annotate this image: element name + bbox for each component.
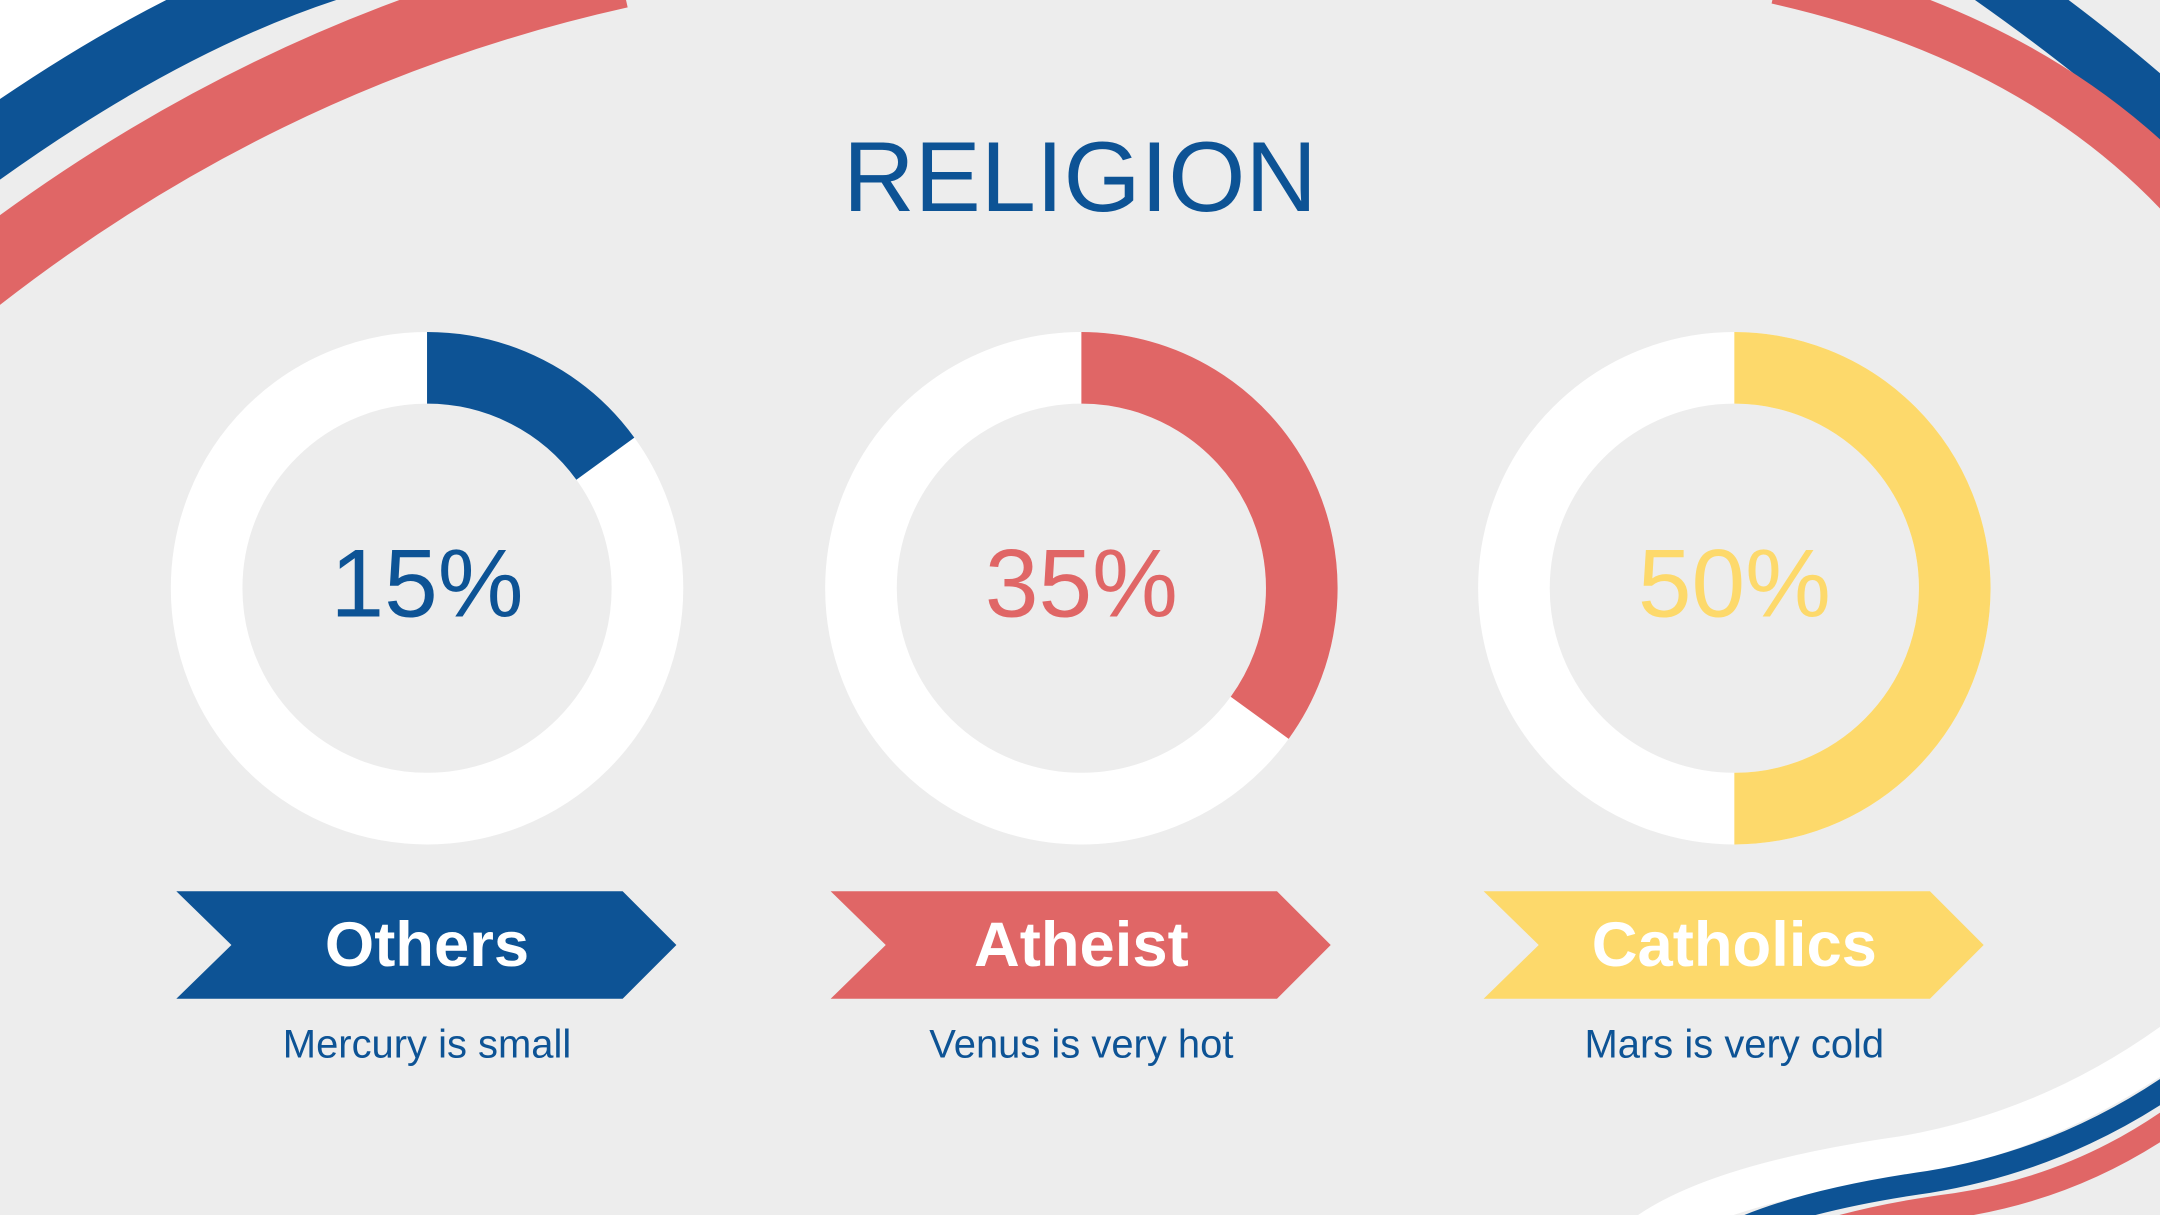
caption: Mars is very cold: [1585, 1022, 1885, 1066]
decor: [1839, 1112, 2160, 1215]
decor: [1638, 1026, 2160, 1215]
category-label: Atheist: [974, 910, 1189, 980]
label-ribbon: [830, 891, 1331, 999]
decor: [0, 0, 297, 111]
value-label: 35%: [985, 530, 1178, 637]
decor: [0, 0, 337, 180]
title: RELIGION: [843, 122, 1317, 233]
label-ribbon: [1483, 891, 1984, 999]
label-ribbon: [176, 891, 677, 999]
category-label: Others: [325, 910, 529, 980]
decor: [1974, 0, 2160, 148]
caption: Mercury is small: [283, 1022, 571, 1066]
donut-segment: [1080, 331, 1338, 739]
decor: [0, 0, 628, 305]
caption: Venus is very hot: [929, 1022, 1233, 1066]
donut-segment: [1733, 331, 1991, 845]
decor: [1744, 1078, 2160, 1215]
donut-segment: [426, 331, 635, 481]
category-label: Catholics: [1592, 910, 1877, 980]
value-label: 50%: [1638, 530, 1831, 637]
value-label: 15%: [331, 530, 524, 637]
